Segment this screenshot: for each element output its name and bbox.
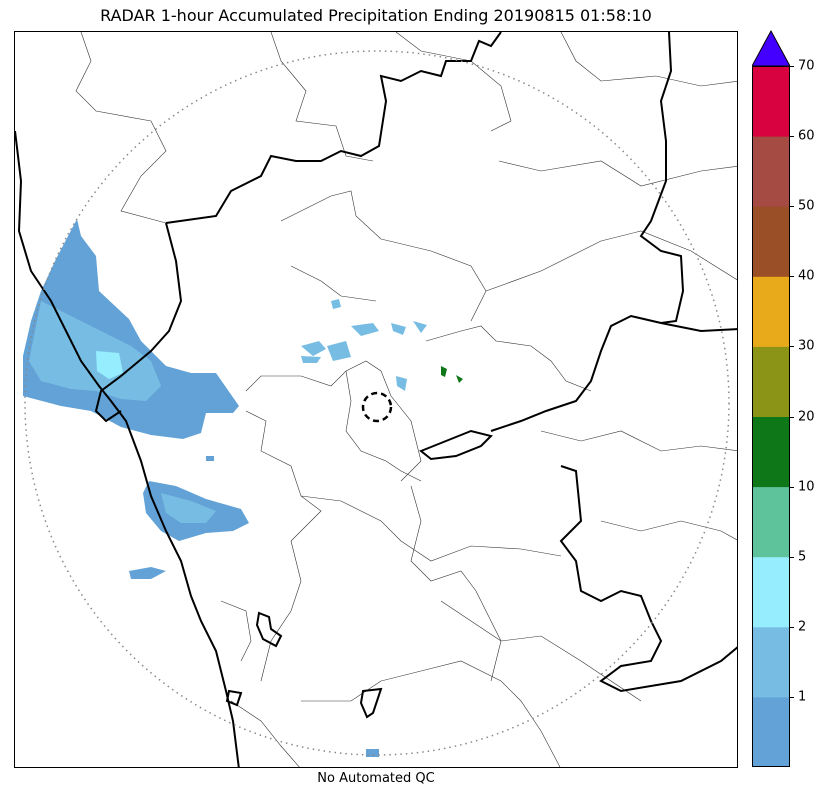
colorbar-tick (790, 136, 794, 138)
colorbar-swatch (752, 136, 790, 207)
colorbar (752, 66, 790, 768)
enclave-south-1 (255, 611, 283, 648)
district-boundaries (75, 32, 737, 767)
precip-core-mid (161, 493, 216, 523)
colorbar-tick-label: 60 (798, 128, 815, 144)
state-border-central (419, 429, 493, 461)
colorbar-swatch (752, 556, 790, 628)
radar-range-ring (24, 50, 730, 756)
radar-site-marker (361, 391, 393, 423)
colorbar-tick-label: 2 (798, 619, 807, 635)
colorbar-tick-label: 30 (798, 338, 815, 354)
colorbar-tick-label: 10 (798, 479, 815, 495)
precip-cell-small (206, 456, 214, 461)
enclave-coast (225, 689, 243, 707)
precip-core-north (29, 301, 161, 401)
colorbar-swatches (752, 66, 790, 768)
precip-spots-center (301, 299, 427, 391)
colorbar-tick (790, 486, 794, 488)
radar-map (14, 31, 738, 768)
precip-cell-sw (129, 567, 166, 579)
colorbar-swatch (752, 346, 790, 417)
precip-spot-green (441, 366, 463, 383)
radar-map-canvas (15, 32, 737, 767)
precipitation-echoes (23, 219, 463, 757)
qc-status-label: No Automated QC (317, 771, 435, 786)
colorbar-tick (790, 206, 794, 208)
state-border-north (165, 32, 502, 224)
colorbar-overflow-arrow (752, 30, 790, 67)
colorbar-tick-label: 70 (798, 58, 815, 74)
enclave-south-2 (359, 687, 383, 719)
precip-peak-north (96, 351, 123, 379)
colorbar-swatch (752, 626, 790, 698)
colorbar-tick-label: 20 (798, 409, 815, 424)
colorbar-tick (790, 626, 794, 628)
colorbar-swatch (752, 696, 790, 768)
colorbar-swatch (752, 206, 790, 277)
precip-cell-s (366, 749, 379, 757)
colorbar-tick (790, 416, 794, 418)
colorbar-tick-label: 40 (798, 268, 815, 284)
map-title: RADAR 1-hour Accumulated Precipitation E… (100, 6, 652, 25)
colorbar-tick-label: 5 (798, 549, 807, 565)
state-border-west (94, 222, 183, 423)
colorbar-tick-label: 1 (798, 689, 807, 705)
coastline (15, 130, 240, 767)
colorbar-swatch (752, 486, 790, 558)
colorbar-tick (790, 556, 794, 558)
state-border-southeast (559, 465, 737, 693)
colorbar-swatch (752, 276, 790, 347)
colorbar-tick-label: 50 (798, 198, 815, 214)
state-boundaries (15, 32, 737, 767)
colorbar-tick-labels: 1 2 5 10 20 30 40 50 60 70 (798, 0, 825, 797)
colorbar-tick (790, 276, 794, 278)
colorbar-swatch (752, 66, 790, 137)
colorbar-tick (790, 66, 794, 67)
state-border-east (639, 32, 685, 324)
colorbar-tick (790, 346, 794, 348)
state-border-east2 (490, 314, 737, 432)
colorbar-tick (790, 696, 794, 698)
colorbar-swatch (752, 416, 790, 488)
